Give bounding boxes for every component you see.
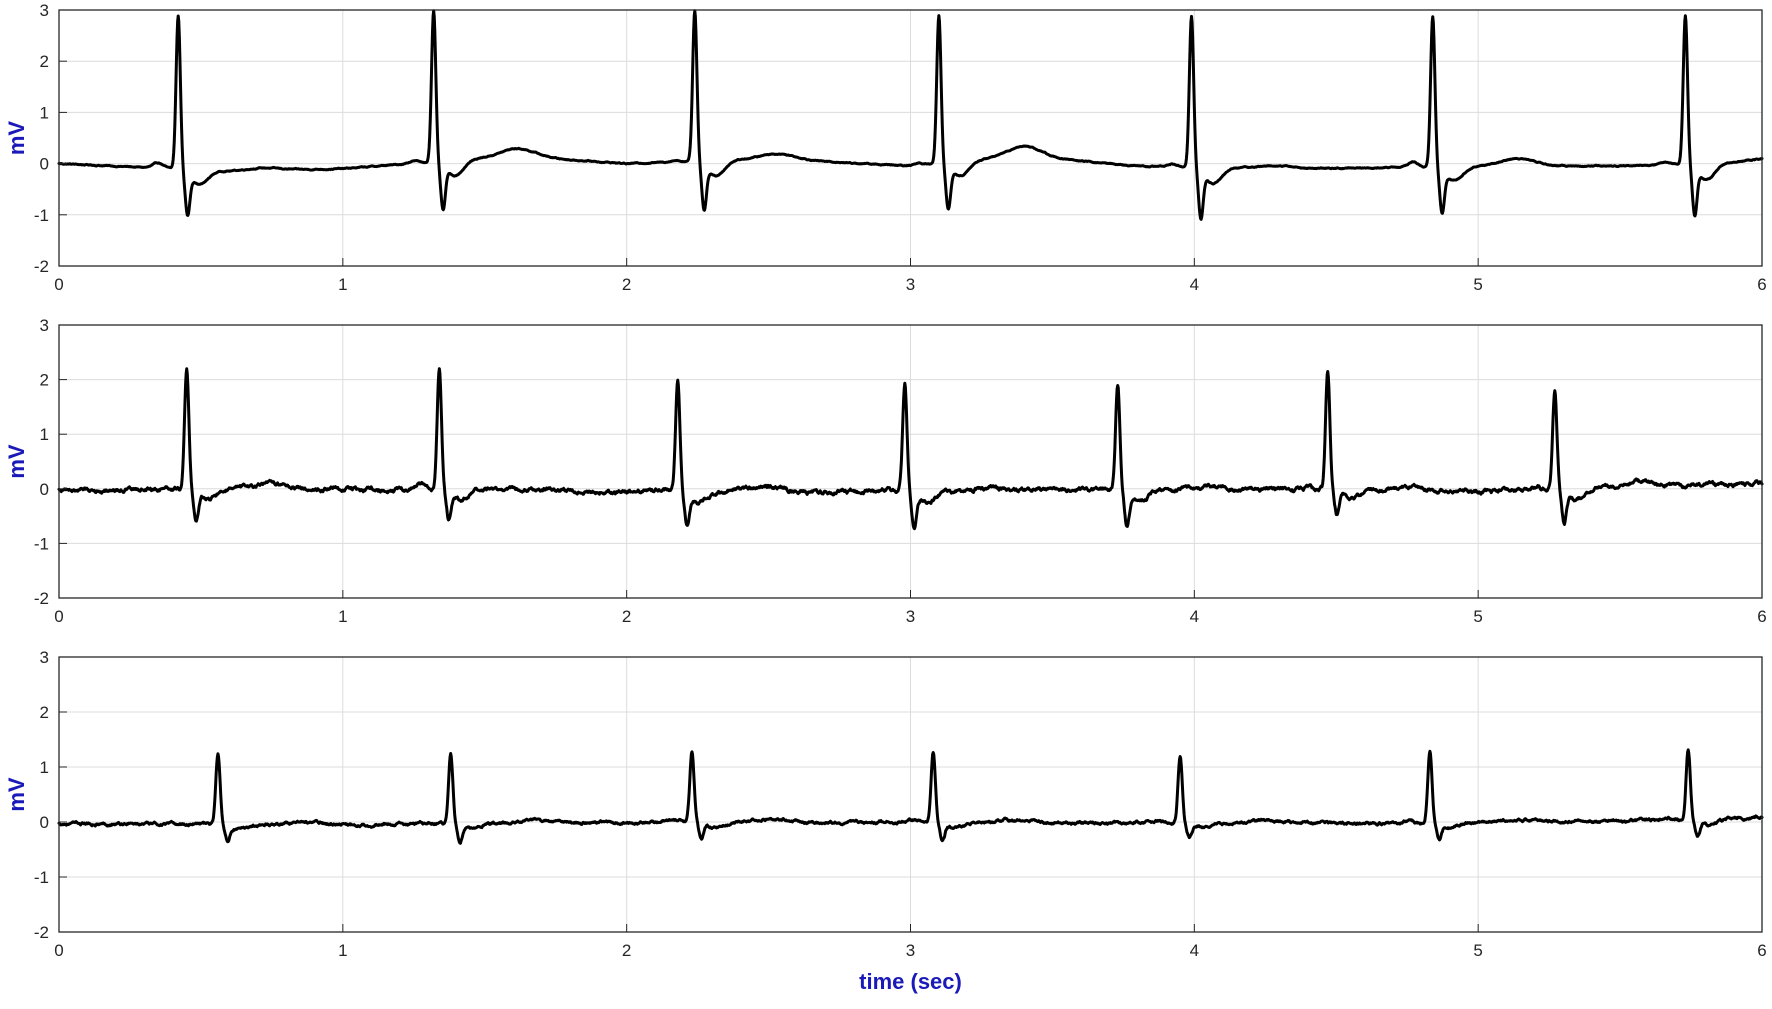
x-tick-label: 6: [1757, 941, 1766, 960]
y-axis-label: mV: [4, 777, 29, 812]
x-tick-label: 5: [1473, 275, 1482, 294]
x-tick-label: 4: [1190, 607, 1199, 626]
x-tick-label: 3: [906, 941, 915, 960]
ecg-panel-3: 0 1 2 3 4 5 6 -2 -1 0 1 2 3 mV time (sec): [4, 648, 1767, 994]
x-tick-label: 3: [906, 607, 915, 626]
y-tick-label: -1: [34, 534, 49, 553]
x-tick-label: 3: [906, 275, 915, 294]
y-tick-label: 2: [40, 703, 49, 722]
x-tick-label: 1: [338, 607, 347, 626]
y-tick-label: 0: [40, 155, 49, 174]
y-tick-label: 2: [40, 371, 49, 390]
x-tick-label: 1: [338, 941, 347, 960]
ecg-trace-1: [57, 9, 1764, 221]
x-tick-label: 6: [1757, 275, 1766, 294]
y-tick-label: 3: [40, 648, 49, 667]
y-tick-label: 1: [40, 758, 49, 777]
ecg-trace-3: [57, 748, 1764, 845]
y-tick-label: -2: [34, 589, 49, 608]
y-tick-label: 1: [40, 425, 49, 444]
x-tick-label: 0: [54, 941, 63, 960]
y-tick-label: 3: [40, 316, 49, 335]
y-tick-label: 2: [40, 52, 49, 71]
x-tick-label: 2: [622, 941, 631, 960]
x-tick-label: 5: [1473, 607, 1482, 626]
y-tick-label: -1: [34, 868, 49, 887]
y-tick-label: -2: [34, 923, 49, 942]
x-tick-label: 6: [1757, 607, 1766, 626]
ecg-trace-2: [57, 367, 1764, 531]
x-tick-label: 1: [338, 275, 347, 294]
y-tick-label: -2: [34, 257, 49, 276]
ecg-panel-2: 0 1 2 3 4 5 6 -2 -1 0 1 2 3 mV: [4, 316, 1767, 626]
x-axis-label: time (sec): [859, 969, 962, 994]
y-tick-label: 3: [40, 1, 49, 20]
x-tick-label: 4: [1190, 275, 1199, 294]
y-axis-label: mV: [4, 444, 29, 479]
x-tick-label: 0: [54, 607, 63, 626]
y-tick-label: 0: [40, 480, 49, 499]
x-tick-label: 2: [622, 275, 631, 294]
x-tick-label: 0: [54, 275, 63, 294]
x-tick-label: 2: [622, 607, 631, 626]
y-tick-label: 0: [40, 813, 49, 832]
ecg-panel-1: 0 1 2 3 4 5 6 -2 -1 0 1 2 3 mV: [4, 1, 1767, 294]
x-tick-label: 4: [1190, 941, 1199, 960]
y-tick-label: -1: [34, 206, 49, 225]
x-tick-label: 5: [1473, 941, 1482, 960]
y-axis-label: mV: [4, 121, 29, 156]
y-tick-label: 1: [40, 103, 49, 122]
